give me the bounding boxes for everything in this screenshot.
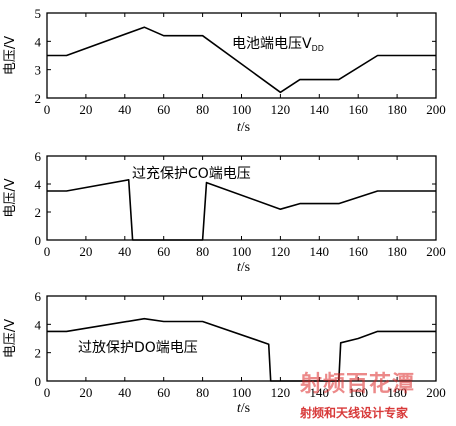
x-tick-label: 160	[348, 385, 368, 400]
y-tick-label: 4	[35, 317, 42, 332]
x-tick-label: 80	[196, 244, 209, 259]
x-axis-unit: /s	[241, 260, 250, 275]
y-tick-label: 2	[35, 346, 42, 361]
x-tick-label: 20	[79, 385, 92, 400]
series-annotation-2: 过充保护CO端电压	[132, 166, 251, 182]
y-tick-label: 0	[35, 374, 42, 389]
series-annotation-3: 过放保护DO端电压	[78, 340, 198, 356]
y-tick-label: 2	[35, 91, 42, 106]
x-tick-label: 180	[387, 385, 407, 400]
x-tick-label: 180	[387, 102, 407, 117]
x-axis-label: t/s	[237, 401, 250, 416]
x-axis-unit: /s	[241, 401, 250, 416]
x-tick-label: 80	[196, 385, 209, 400]
y-axis-label: 电压/V	[3, 178, 18, 217]
watermark-subtitle: 射频和天线设计专家	[300, 406, 409, 420]
series-line-2	[47, 179, 436, 241]
x-tick-label: 100	[232, 102, 252, 117]
x-axis-variable: t	[237, 260, 242, 275]
x-tick-label: 120	[271, 385, 291, 400]
x-tick-label: 140	[310, 102, 330, 117]
y-tick-label: 5	[35, 6, 42, 21]
x-tick-label: 140	[310, 385, 330, 400]
annotation-subscript: DD	[312, 44, 324, 53]
y-tick-label: 3	[35, 63, 42, 78]
x-tick-label: 160	[348, 102, 368, 117]
y-tick-label: 4	[35, 34, 42, 49]
x-tick-label: 200	[426, 385, 446, 400]
x-tick-label: 40	[118, 385, 131, 400]
x-tick-label: 20	[79, 244, 92, 259]
y-tick-label: 0	[35, 233, 42, 248]
series-line-1	[47, 26, 436, 94]
x-tick-label: 100	[232, 385, 252, 400]
x-tick-label: 60	[157, 244, 170, 259]
annotation-text: 过充保护CO端电压	[132, 166, 251, 182]
x-tick-label: 160	[348, 244, 368, 259]
x-tick-label: 120	[271, 102, 291, 117]
y-tick-label: 6	[35, 289, 42, 304]
x-axis-label: t/s	[237, 120, 250, 135]
annotation-text: 电池端电压V	[232, 36, 312, 52]
x-tick-label: 40	[118, 244, 131, 259]
x-axis-variable: t	[237, 120, 242, 135]
annotation-text: 过放保护DO端电压	[78, 340, 198, 356]
x-tick-label: 120	[271, 244, 291, 259]
series-line-3	[47, 317, 436, 382]
x-tick-label: 20	[79, 102, 92, 117]
x-tick-label: 60	[157, 102, 170, 117]
y-axis-label: 电压/V	[3, 319, 18, 358]
x-tick-label: 180	[387, 244, 407, 259]
y-tick-label: 6	[35, 149, 42, 164]
x-axis-label: t/s	[237, 260, 250, 275]
x-tick-label: 60	[157, 385, 170, 400]
x-tick-label: 40	[118, 102, 131, 117]
y-tick-label: 2	[35, 205, 42, 220]
x-tick-label: 0	[44, 244, 51, 259]
watermark-logo-text: 射频百花潭	[300, 372, 416, 397]
x-tick-label: 100	[232, 244, 252, 259]
x-tick-label: 200	[426, 244, 446, 259]
y-axis-label: 电压/V	[3, 36, 18, 75]
series-annotation-1: 电池端电压VDD	[232, 36, 324, 53]
x-tick-label: 200	[426, 102, 446, 117]
x-tick-label: 0	[44, 102, 51, 117]
x-tick-label: 0	[44, 385, 51, 400]
x-axis-variable: t	[237, 401, 242, 416]
x-axis-unit: /s	[241, 120, 250, 135]
x-tick-label: 80	[196, 102, 209, 117]
x-tick-label: 140	[310, 244, 330, 259]
y-tick-label: 4	[35, 177, 42, 192]
